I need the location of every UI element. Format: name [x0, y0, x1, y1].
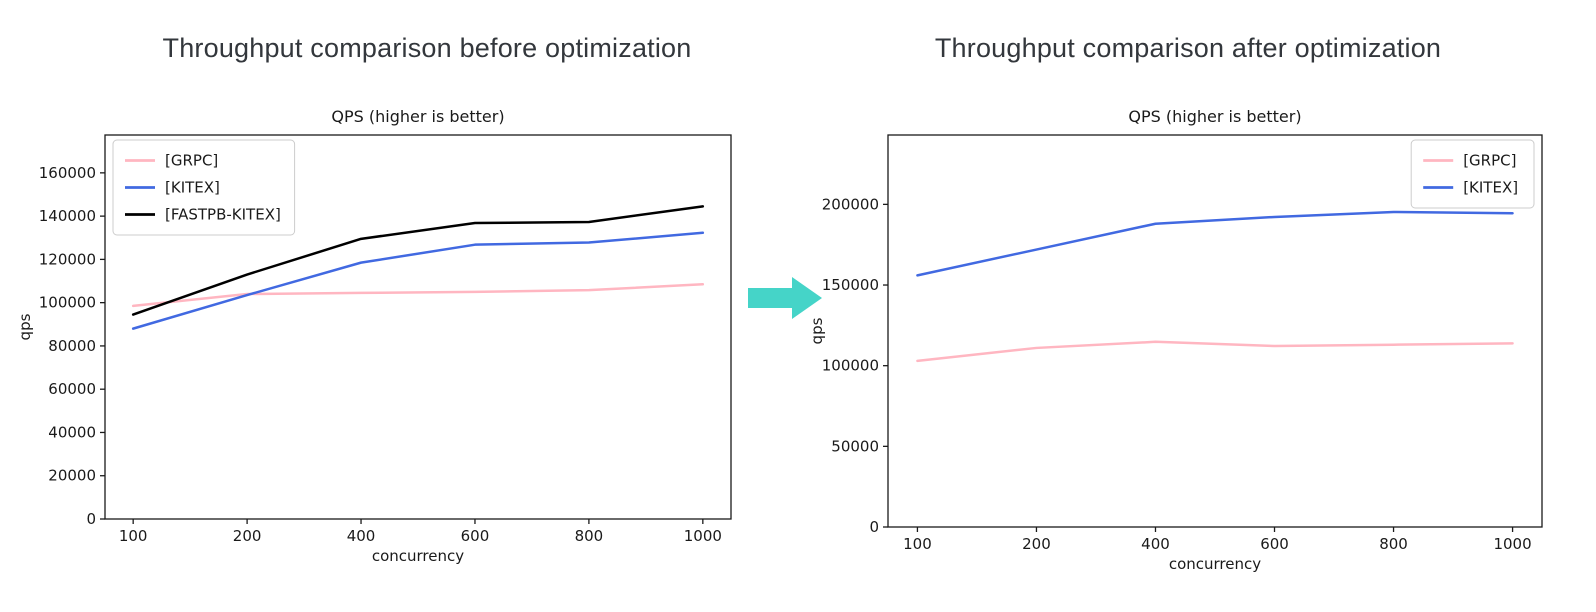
- y-tick-label: 100000: [822, 357, 879, 375]
- x-tick-label: 600: [1260, 535, 1289, 553]
- series-line-grpc: [916, 340, 1514, 363]
- legend-label: [GRPC]: [165, 152, 218, 170]
- y-tick-label: 150000: [822, 276, 879, 294]
- x-axis-label: concurrency: [1169, 555, 1261, 573]
- x-tick-label: 800: [575, 527, 604, 545]
- y-tick-label: 200000: [822, 195, 879, 213]
- y-tick-label: 0: [869, 518, 879, 536]
- heading-before-optimization: Throughput comparison before optimizatio…: [162, 33, 692, 63]
- chart-title: QPS (higher is better): [1128, 107, 1301, 126]
- x-tick-label: 600: [461, 527, 490, 545]
- x-tick-label: 1000: [1493, 535, 1531, 553]
- legend-label: [FASTPB-KITEX]: [165, 206, 281, 224]
- y-tick-label: 100000: [39, 294, 96, 312]
- y-tick-label: 140000: [39, 207, 96, 225]
- legend-box: [1410, 139, 1535, 209]
- series-line-fastpb-kitex: [131, 205, 705, 316]
- legend-box: [112, 139, 296, 236]
- legend-label: [KITEX]: [165, 179, 220, 197]
- chart-title: QPS (higher is better): [331, 107, 504, 126]
- series-line-kitex: [916, 210, 1514, 277]
- y-tick-label: 50000: [831, 437, 879, 455]
- transform-arrow: [746, 276, 824, 320]
- y-tick-label: 160000: [39, 164, 96, 182]
- y-tick-label: 20000: [48, 467, 96, 485]
- y-tick-label: 0: [86, 510, 96, 528]
- y-axis-label: qps: [808, 317, 826, 344]
- chart-before-optimization: 0 20000 40000 60000 80000 100000 120000 140000 1…: [16, 107, 732, 565]
- plot-frame: [887, 134, 1543, 528]
- legend-label: [KITEX]: [1463, 179, 1518, 197]
- y-tick-label: 40000: [48, 423, 96, 441]
- plot-frame: [104, 134, 732, 520]
- x-tick-label: 200: [233, 527, 262, 545]
- x-tick-label: 1000: [684, 527, 722, 545]
- series-line-kitex: [131, 231, 705, 330]
- x-tick-label: 100: [903, 535, 932, 553]
- y-tick-label: 120000: [39, 250, 96, 268]
- x-tick-label: 100: [119, 527, 148, 545]
- legend-label: [GRPC]: [1463, 152, 1516, 170]
- x-tick-label: 800: [1379, 535, 1408, 553]
- x-tick-label: 200: [1022, 535, 1051, 553]
- y-axis-label: qps: [16, 313, 34, 340]
- y-tick-label: 60000: [48, 380, 96, 398]
- y-tick-label: 80000: [48, 337, 96, 355]
- x-axis-label: concurrency: [372, 547, 464, 565]
- series-line-grpc: [131, 283, 705, 308]
- x-tick-label: 400: [1141, 535, 1170, 553]
- right-arrow-icon: [748, 277, 822, 319]
- x-tick-label: 400: [347, 527, 376, 545]
- heading-after-optimization: Throughput comparison after optimization: [934, 33, 1442, 63]
